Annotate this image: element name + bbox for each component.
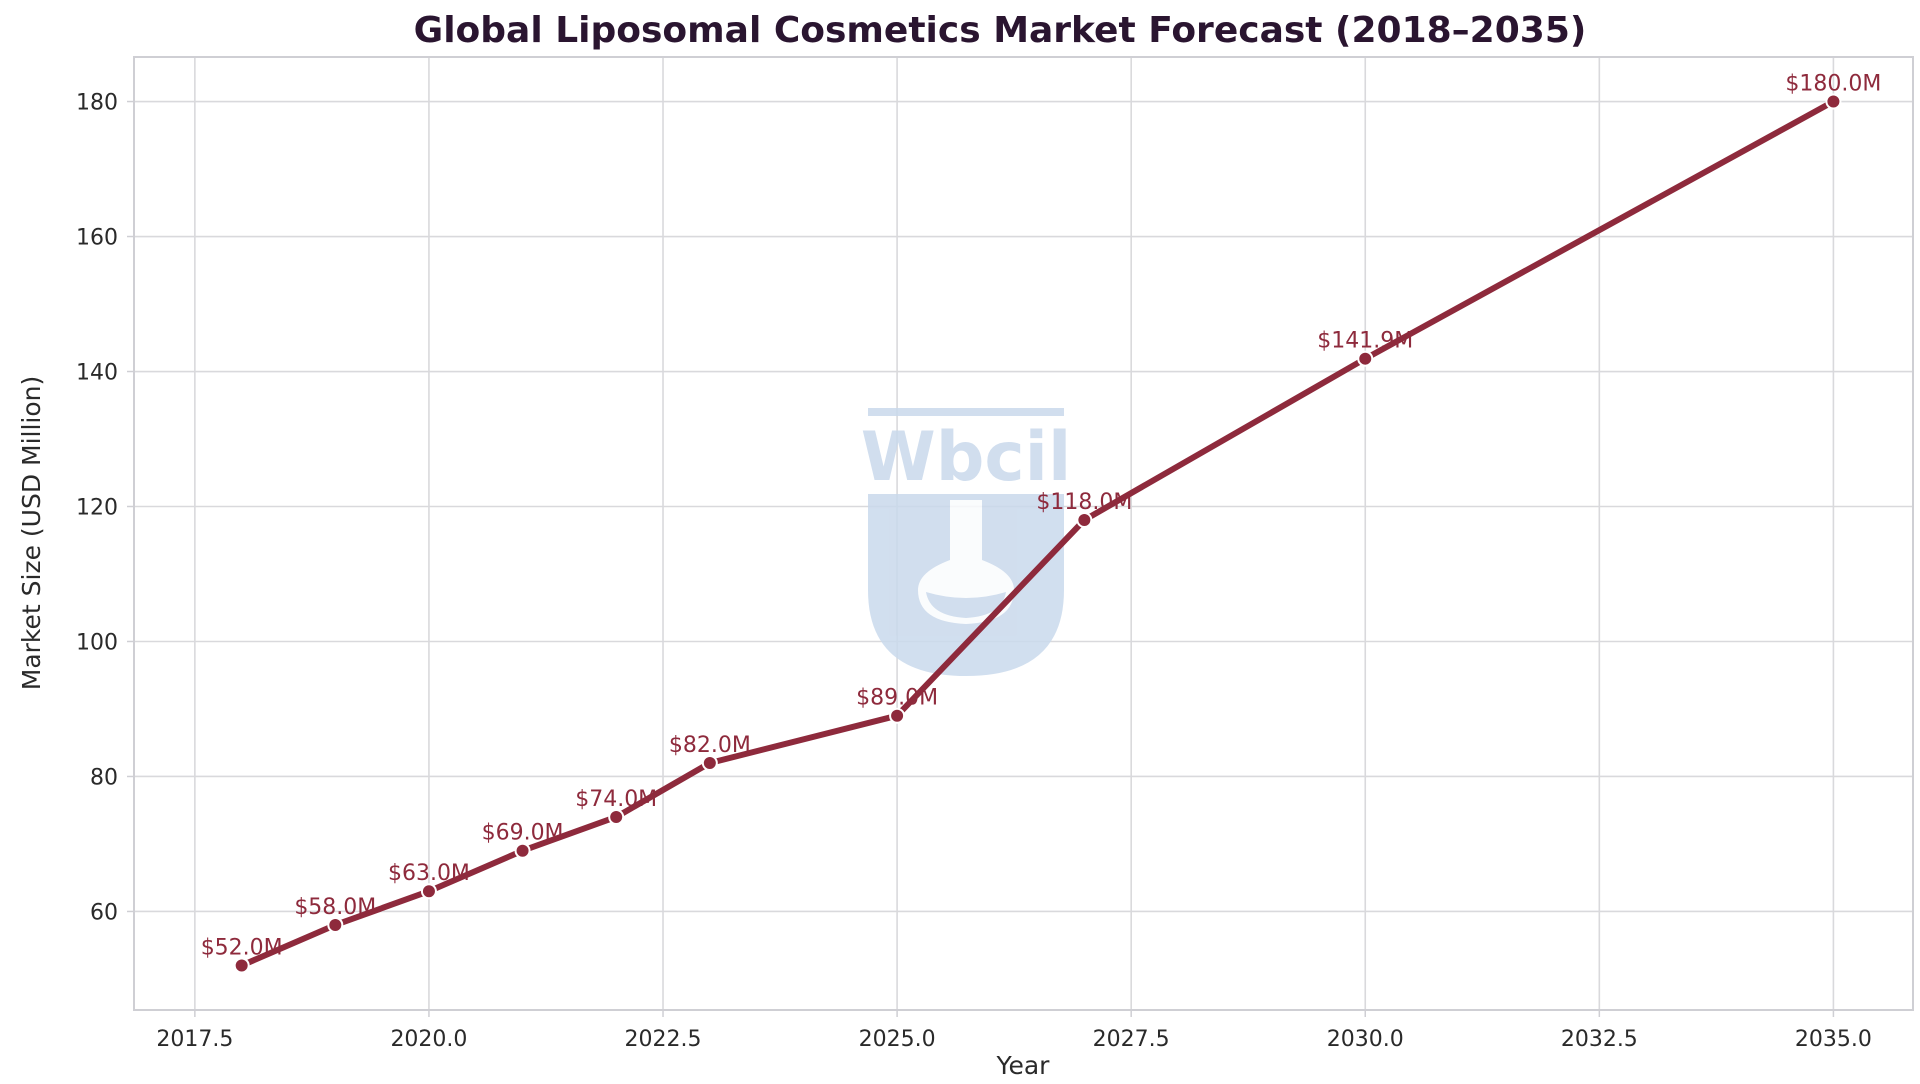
grid bbox=[134, 57, 1913, 1010]
y-tick-label: 180 bbox=[76, 91, 118, 116]
data-label: $69.0M bbox=[482, 821, 564, 846]
chart-title: Global Liposomal Cosmetics Market Foreca… bbox=[414, 10, 1587, 51]
data-label: $180.0M bbox=[1785, 72, 1881, 97]
x-tick-label: 2027.5 bbox=[1093, 1027, 1170, 1052]
x-tick-label: 2035.0 bbox=[1795, 1027, 1872, 1052]
data-point bbox=[889, 707, 906, 724]
data-points bbox=[233, 93, 1842, 974]
data-point bbox=[701, 754, 718, 771]
y-axis-ticks: 60 80 100 120 140 160 180 bbox=[76, 91, 134, 925]
y-tick-label: 100 bbox=[76, 630, 118, 655]
y-tick-label: 120 bbox=[76, 496, 118, 521]
data-point bbox=[608, 808, 625, 825]
y-tick-label: 60 bbox=[90, 900, 118, 925]
series-polyline bbox=[238, 98, 1837, 969]
y-tick-label: 80 bbox=[90, 765, 118, 790]
data-point bbox=[1076, 512, 1093, 529]
series-line bbox=[238, 98, 1837, 969]
y-tick-label: 140 bbox=[76, 361, 118, 386]
data-label: $74.0M bbox=[575, 787, 657, 812]
data-point bbox=[1825, 93, 1842, 110]
data-label: $63.0M bbox=[388, 861, 470, 886]
data-point bbox=[233, 957, 250, 974]
x-tick-label: 2025.0 bbox=[859, 1027, 936, 1052]
data-label: $82.0M bbox=[669, 733, 751, 758]
data-point bbox=[514, 842, 531, 859]
data-point bbox=[327, 916, 344, 933]
data-label: $118.0M bbox=[1036, 490, 1132, 515]
data-label: $89.0M bbox=[856, 686, 938, 711]
x-tick-label: 2032.5 bbox=[1561, 1027, 1638, 1052]
data-label: $52.0M bbox=[201, 935, 283, 960]
x-axis-label: Year bbox=[996, 1051, 1051, 1080]
data-point bbox=[1357, 350, 1374, 367]
watermark-text: Wbcil bbox=[861, 418, 1072, 497]
x-tick-label: 2030.0 bbox=[1327, 1027, 1404, 1052]
x-tick-label: 2020.0 bbox=[390, 1027, 467, 1052]
x-axis-ticks: 2017.5 2020.0 2022.5 2025.0 2027.5 2030.0 2032… bbox=[156, 1010, 1872, 1052]
x-tick-label: 2017.5 bbox=[156, 1027, 233, 1052]
plot-area-frame bbox=[133, 56, 1914, 1011]
data-labels: $52.0M $58.0M $63.0M $69.0M $74.0M $82.0M $89.… bbox=[201, 72, 1882, 961]
data-point bbox=[420, 883, 437, 900]
x-tick-label: 2022.5 bbox=[625, 1027, 702, 1052]
data-label: $141.9M bbox=[1317, 329, 1413, 354]
y-axis-label: Market Size (USD Million) bbox=[17, 376, 46, 691]
y-tick-label: 160 bbox=[76, 226, 118, 251]
watermark-logo: Wbcil bbox=[861, 408, 1072, 676]
data-label: $58.0M bbox=[294, 895, 376, 920]
